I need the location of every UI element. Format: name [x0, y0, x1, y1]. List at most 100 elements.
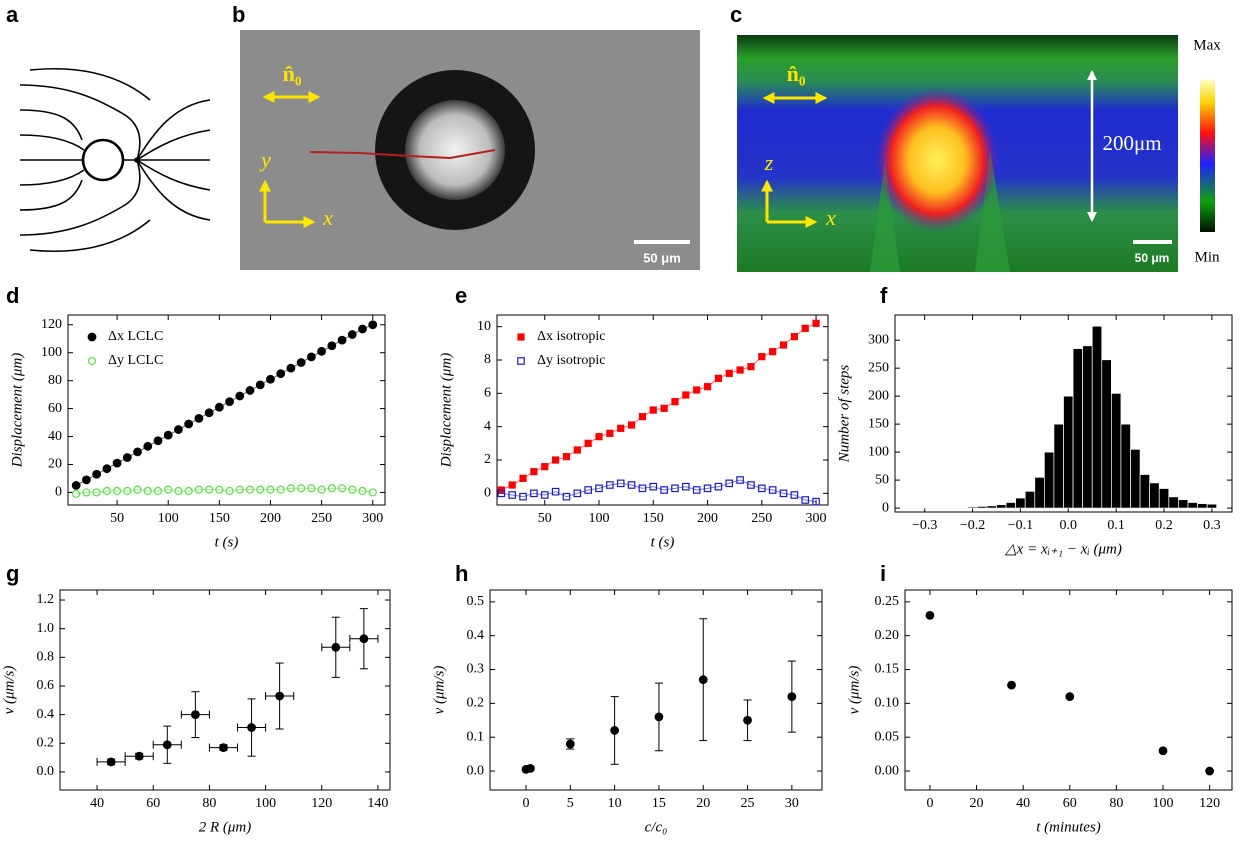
series-line	[501, 322, 817, 491]
series-line	[76, 487, 373, 495]
data-point	[235, 391, 245, 401]
data-point	[627, 421, 636, 429]
data-point	[1158, 746, 1168, 756]
data-point	[790, 491, 799, 499]
scale-bar-label: 50 μm	[1135, 251, 1170, 265]
data-point	[102, 464, 112, 474]
data-point	[276, 485, 285, 494]
data-point	[757, 484, 766, 493]
y-tick-label: 250	[868, 360, 889, 375]
data-point	[112, 486, 122, 496]
data-point	[306, 352, 316, 362]
x-tick-label: 50	[538, 511, 552, 526]
histogram-bar	[1139, 474, 1151, 509]
histogram-bar	[1178, 499, 1189, 509]
panel-label: a	[6, 2, 19, 27]
data-point	[348, 485, 357, 494]
data-point	[801, 324, 809, 332]
y-tick-label: 300	[868, 332, 889, 347]
plot-frame	[67, 314, 386, 506]
data-point	[122, 453, 132, 462]
data-point	[297, 484, 306, 493]
data-point	[698, 675, 708, 685]
x-tick-label: 120	[1199, 796, 1220, 811]
data-point	[610, 726, 620, 735]
data-point	[725, 479, 734, 488]
y-tick-label: 100	[868, 444, 889, 459]
data-point	[671, 398, 679, 406]
x-tick-label: 15	[652, 796, 666, 811]
x-tick-label: 200	[697, 511, 718, 526]
y-tick-label: 40	[48, 429, 62, 444]
data-point	[736, 366, 744, 374]
x-tick-label: 0	[522, 796, 529, 811]
y-tick-label: 4	[484, 419, 491, 434]
histogram-bar	[1072, 348, 1083, 509]
plot-frame	[496, 314, 829, 506]
panel-label: c	[730, 2, 742, 27]
data-point	[703, 484, 712, 493]
histogram-bar	[1158, 488, 1170, 509]
x-tick-label: 0.3	[1203, 518, 1221, 533]
data-point	[606, 481, 614, 489]
data-point	[123, 486, 132, 496]
data-point	[219, 743, 228, 752]
data-point	[779, 489, 788, 498]
x-tick-label: 5	[567, 796, 574, 811]
x-tick-label: 30	[785, 796, 799, 811]
data-point	[92, 488, 101, 497]
data-point	[562, 492, 571, 501]
histogram-bar	[1111, 393, 1122, 509]
data-point	[205, 485, 214, 494]
data-point	[925, 610, 935, 620]
data-point	[562, 453, 571, 461]
data-point	[497, 489, 506, 498]
data-point	[327, 484, 336, 493]
data-point	[573, 446, 581, 454]
data-point	[184, 419, 194, 429]
data-point	[584, 486, 592, 494]
data-point	[573, 489, 582, 498]
y-tick-label: 0.15	[875, 662, 900, 677]
data-point	[245, 485, 255, 494]
histogram-bar	[1101, 359, 1112, 509]
data-point	[102, 486, 111, 496]
histogram-bar	[1206, 503, 1218, 509]
x-axis-label: t (s)	[215, 534, 239, 550]
data-point	[584, 439, 592, 447]
legend-marker	[87, 332, 97, 342]
y-tick-label: 0.10	[875, 696, 900, 711]
x-tick-label: 120	[311, 796, 332, 811]
data-point	[245, 386, 255, 395]
axis-label: z	[764, 150, 774, 175]
data-point	[358, 324, 367, 334]
histogram-bar	[1063, 395, 1074, 509]
data-point	[682, 391, 690, 399]
data-point	[235, 485, 244, 494]
data-point	[214, 402, 224, 412]
data-point	[82, 475, 91, 485]
data-point	[134, 751, 144, 761]
y-tick-label: 0.05	[875, 729, 900, 744]
data-point	[225, 486, 234, 496]
data-point	[654, 712, 664, 722]
y-tick-label: 0.2	[467, 696, 485, 711]
data-point	[616, 479, 625, 488]
histogram-bar	[1149, 482, 1160, 509]
data-point	[143, 441, 153, 451]
x-tick-label: 60	[1063, 796, 1077, 811]
data-point	[162, 740, 172, 750]
x-tick-label: 80	[1109, 796, 1123, 811]
y-tick-label: 0.4	[467, 628, 485, 643]
y-tick-label: 0.0	[37, 764, 55, 779]
data-point	[812, 497, 820, 506]
data-point	[296, 358, 306, 367]
data-point	[331, 642, 341, 652]
data-point	[247, 723, 256, 732]
data-point	[747, 481, 755, 489]
series-line	[501, 479, 817, 503]
data-point	[552, 456, 560, 464]
panel-label: e	[455, 283, 467, 308]
data-point	[617, 424, 625, 432]
legend-label: Δy LCLC	[108, 353, 163, 368]
